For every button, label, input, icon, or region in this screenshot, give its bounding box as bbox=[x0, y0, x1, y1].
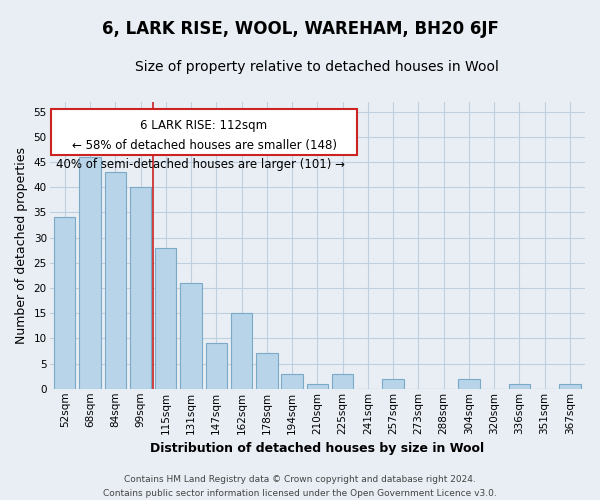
Text: ← 58% of detached houses are smaller (148): ← 58% of detached houses are smaller (14… bbox=[71, 139, 337, 152]
Text: 40% of semi-detached houses are larger (101) →: 40% of semi-detached houses are larger (… bbox=[56, 158, 345, 170]
Bar bbox=[332, 374, 353, 389]
Bar bbox=[509, 384, 530, 389]
Bar bbox=[307, 384, 328, 389]
Bar bbox=[458, 378, 479, 389]
Bar bbox=[54, 218, 76, 389]
Title: Size of property relative to detached houses in Wool: Size of property relative to detached ho… bbox=[136, 60, 499, 74]
Text: 6, LARK RISE, WOOL, WAREHAM, BH20 6JF: 6, LARK RISE, WOOL, WAREHAM, BH20 6JF bbox=[101, 20, 499, 38]
Bar bbox=[256, 354, 278, 389]
Bar bbox=[180, 283, 202, 389]
X-axis label: Distribution of detached houses by size in Wool: Distribution of detached houses by size … bbox=[150, 442, 484, 455]
Y-axis label: Number of detached properties: Number of detached properties bbox=[15, 146, 28, 344]
Text: Contains HM Land Registry data © Crown copyright and database right 2024.
Contai: Contains HM Land Registry data © Crown c… bbox=[103, 476, 497, 498]
Bar bbox=[281, 374, 303, 389]
Bar bbox=[79, 157, 101, 389]
Bar bbox=[130, 187, 151, 389]
Text: 6 LARK RISE: 112sqm: 6 LARK RISE: 112sqm bbox=[140, 119, 268, 132]
FancyBboxPatch shape bbox=[50, 108, 358, 154]
Bar bbox=[206, 344, 227, 389]
Bar bbox=[382, 378, 404, 389]
Bar bbox=[104, 172, 126, 389]
Bar bbox=[559, 384, 581, 389]
Bar bbox=[155, 248, 176, 389]
Bar bbox=[231, 313, 252, 389]
